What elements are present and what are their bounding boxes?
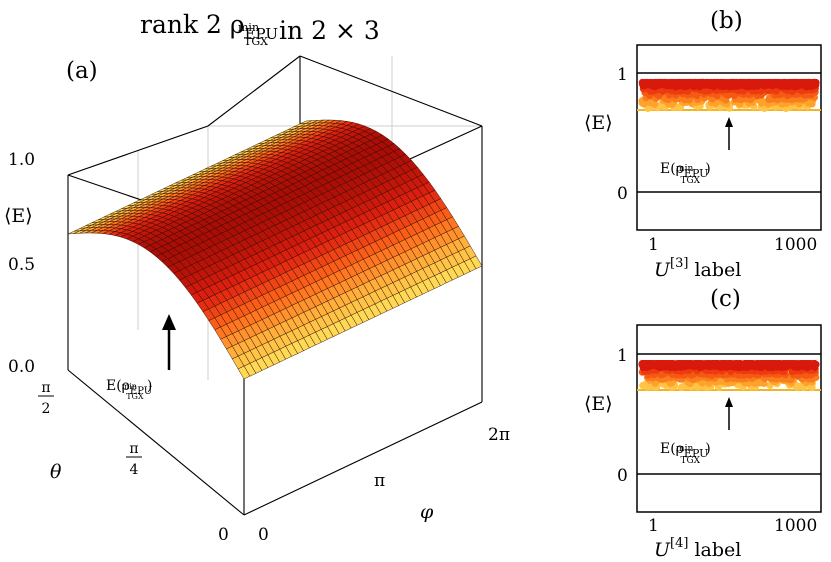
panel-b-frame (636, 44, 822, 231)
scatter-point (788, 360, 796, 368)
phi-axis: 0 π 2π φ (258, 425, 510, 545)
scatter-point (712, 360, 720, 368)
panel-b-xtick-1000: 1000 (774, 235, 817, 255)
panel-b-xlabel: U[3] label (654, 256, 741, 281)
annotation-a: E(ρEPUTGXmin) (106, 314, 176, 401)
z-axis-label: ⟨E⟩ (4, 205, 33, 227)
theta-axis-label: θ (50, 461, 62, 483)
scatter-point (717, 78, 725, 87)
scatter-point (681, 360, 690, 368)
panel-c-label: (c) (710, 286, 741, 312)
scatter-point (705, 360, 713, 368)
scatter-point (674, 78, 682, 87)
scatter-point (655, 78, 663, 87)
scatter-point (745, 78, 754, 87)
panel-b-scatter: (b) 1 0 ⟨E⟩ 1 1000 U[3] label E(ρEPU TGXmi… (584, 8, 822, 281)
panel-c-ytick-1: 1 (617, 346, 628, 366)
scatter-point (793, 360, 802, 368)
phi-tick-2pi: 2π (488, 425, 510, 445)
phi-tick-0: 0 (258, 525, 269, 545)
scatter-point (811, 360, 819, 368)
panel-c-frame (636, 324, 822, 513)
scatter-point (668, 78, 676, 87)
panel-b-ytick-1: 1 (617, 65, 628, 85)
scatter-point (666, 360, 674, 368)
scatter-point (758, 360, 767, 368)
z-axis: 1.0 0.5 0.0 ⟨E⟩ (4, 150, 35, 377)
scatter-point (793, 382, 801, 390)
scatter-point (718, 360, 726, 368)
phi-tick-pi: π (374, 471, 385, 491)
scatter-point (673, 360, 681, 368)
theta-tick-pi2-den: 2 (42, 401, 51, 417)
scatter-point (775, 360, 783, 368)
scatter-point (741, 360, 749, 368)
theta-axis: π 2 π 4 0 θ (38, 380, 229, 545)
scatter-point (694, 360, 703, 368)
scatter-point (733, 360, 741, 368)
theta-tick-pi2-num: π (41, 380, 50, 396)
scatter-point (780, 78, 789, 87)
z-tick-1: 1.0 (8, 150, 35, 170)
scatter-point (781, 360, 789, 368)
scatter-point (646, 360, 655, 368)
panel-b-ylabel: ⟨E⟩ (584, 112, 613, 134)
scatter-point (661, 360, 669, 368)
scatter-point (655, 360, 663, 368)
scatter-point (728, 360, 736, 368)
scatter-point (759, 78, 767, 87)
panel-b-xtick-1: 1 (648, 235, 659, 255)
panel-c-points (638, 360, 820, 392)
phi-axis-label: φ (420, 501, 434, 523)
annotation-a-text: E(ρEPUTGXmin) (106, 378, 152, 401)
theta-tick-0: 0 (218, 525, 229, 545)
panel-c-xlabel: U[4] label (654, 536, 741, 561)
theta-tick-pi4-den: 4 (130, 462, 139, 478)
panel-a-label: (a) (66, 58, 98, 84)
scatter-point (773, 78, 781, 87)
surface-mesh (67, 119, 483, 380)
surface-cell (237, 365, 251, 380)
theta-tick-pi4-num: π (129, 441, 138, 457)
panel-c-annotation: E(ρEPU TGXmin) (660, 441, 711, 466)
scatter-point (765, 360, 774, 368)
scatter-point (810, 78, 818, 87)
scatter-point (687, 78, 695, 87)
scatter-point (638, 360, 646, 368)
figure-title: rank 2 ρEPUTGXmin in 2 × 3 (140, 10, 380, 48)
scatter-point (792, 78, 800, 87)
panel-b-ytick-0: 0 (617, 184, 628, 204)
scatter-point (697, 78, 705, 87)
panel-b-annotation: E(ρEPU TGXmin) (660, 161, 711, 186)
panel-c-xtick-1: 1 (648, 516, 659, 536)
panel-c-scatter: (c) 1 0 ⟨E⟩ 1 1000 U[4] label E(ρEPU TGXmi… (584, 286, 822, 561)
panel-c-ylabel: ⟨E⟩ (584, 393, 613, 415)
z-tick-05: 0.5 (8, 255, 35, 275)
panel-b-label: (b) (710, 8, 743, 34)
panel-a-surface-plot: (a) 1.0 0.5 (4, 55, 510, 545)
scatter-point (765, 78, 774, 87)
scatter-point (753, 360, 761, 368)
panel-b-points (638, 78, 820, 113)
panel-c-xtick-1000: 1000 (774, 516, 817, 536)
scatter-point (704, 78, 713, 87)
scatter-point (800, 360, 808, 368)
scatter-point (641, 78, 650, 87)
panel-c-ytick-0: 0 (617, 466, 628, 486)
z-tick-0: 0.0 (8, 357, 35, 377)
scatter-point (736, 78, 745, 87)
